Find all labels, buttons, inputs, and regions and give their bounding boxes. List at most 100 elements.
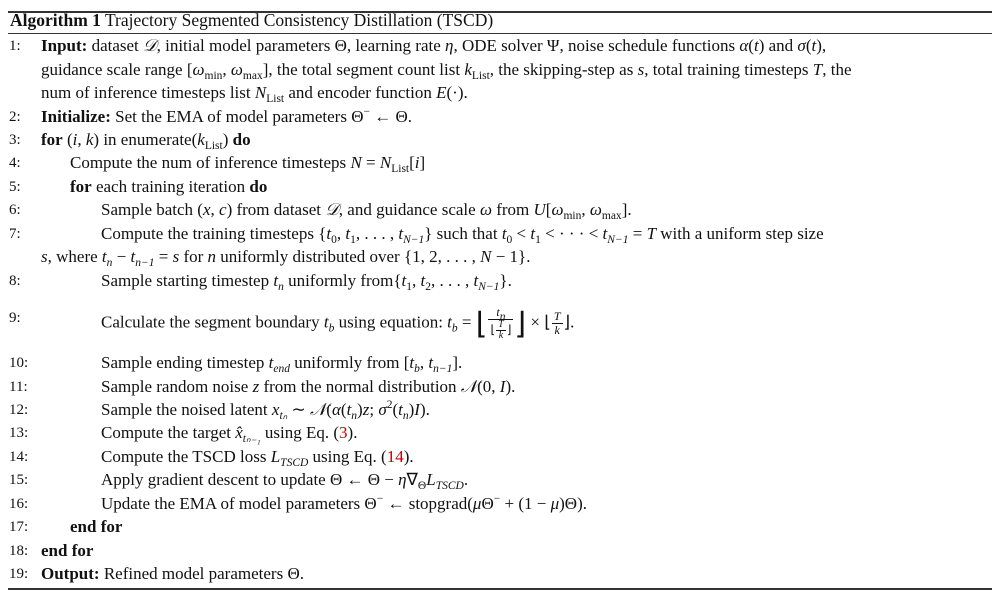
subscript: min (563, 210, 582, 222)
algorithm-line: Initialize: Set the EMA of model paramet… (41, 105, 412, 129)
subscript: 0 (506, 234, 513, 246)
subscript: TSCD (280, 457, 309, 469)
math-symbol: N (379, 153, 392, 172)
subscript: tₙ (279, 410, 288, 422)
math-symbol: z (252, 377, 260, 396)
keyword: end for (41, 541, 94, 560)
text: ⌊ (490, 322, 496, 337)
math-symbol: N (480, 247, 492, 266)
algorithm-line-continuation: guidance scale range [ωmin, ωmax], the t… (41, 58, 852, 82)
text: uniformly from [ (289, 353, 410, 372)
keyword: do (232, 130, 251, 149)
subscript: N−1 (607, 234, 629, 246)
text: = (628, 224, 647, 243)
text: − 1}. (491, 247, 531, 266)
math-symbol: t (273, 271, 279, 290)
text: using Eq. ( (260, 423, 340, 442)
floor-bracket: ⌋ (514, 307, 527, 341)
text: using Eq. ( (308, 447, 387, 466)
subscript: 1 (406, 281, 413, 293)
algorithm-caption: Algorithm 1 Trajectory Segmented Consist… (10, 10, 493, 31)
text: ]. (452, 353, 463, 372)
math-symbol: t (473, 271, 479, 290)
math-symbol: i (72, 130, 78, 149)
text: , initial model parameters Θ, learning r… (156, 36, 446, 55)
math-symbol: ω (192, 60, 205, 79)
text: Sample ending timestep (101, 353, 269, 372)
math-symbol: x̂ (235, 423, 243, 442)
text: . (463, 470, 469, 489)
subscript: 1 (535, 234, 541, 246)
line-number: 1: (9, 38, 21, 54)
algorithm-line: Sample the noised latent xtₙ ∼ 𝒩(α(tn)z;… (101, 398, 430, 422)
math-symbol: t (326, 224, 332, 243)
text: ; (369, 400, 379, 419)
subscript: end (273, 363, 290, 375)
text: , (419, 353, 429, 372)
algorithm-line: Sample ending timestep tend uniformly fr… (101, 351, 462, 375)
math-symbol: T (812, 60, 823, 79)
keyword: do (249, 177, 268, 196)
text: Compute the target (101, 423, 236, 442)
math-symbol: k (554, 323, 560, 337)
text: from the normal distribution (259, 377, 461, 396)
subscript: b (328, 322, 335, 335)
text: for (179, 247, 208, 266)
equation-ref-link[interactable]: 3 (339, 423, 348, 442)
text: ( (326, 400, 332, 419)
text: , (336, 224, 346, 243)
text: uniformly from{ (283, 271, 402, 290)
keyword: for (41, 130, 63, 149)
line-number: 4: (9, 155, 21, 171)
superscript: − (493, 493, 501, 505)
text: ) (222, 130, 233, 149)
text: ( (62, 130, 73, 149)
line-number: 7: (9, 226, 21, 242)
line-number: 17: (9, 519, 29, 535)
math-symbol: ω (230, 60, 243, 79)
text: Θ (481, 494, 494, 513)
line-number: 8: (9, 273, 21, 289)
text: , (210, 200, 220, 219)
text: ← stopgrad( (383, 494, 473, 513)
math-symbol: t (496, 305, 500, 319)
subscript: 1 (350, 234, 356, 246)
text: ). (347, 423, 358, 442)
math-symbol: t (268, 353, 274, 372)
text: ← Θ. (369, 107, 412, 126)
algorithm-line: Sample random noise z from the normal di… (101, 375, 515, 399)
text: } such that (424, 224, 502, 243)
subscript: b (451, 322, 458, 335)
text: , where (47, 247, 102, 266)
text: [ (409, 153, 415, 172)
text: ⌋. (563, 312, 575, 332)
math-symbol: 𝒟 (143, 36, 157, 55)
text: with a uniform step size (656, 224, 824, 243)
math-symbol: t (398, 224, 404, 243)
math-symbol: t (753, 36, 759, 55)
math-symbol: x (202, 200, 211, 219)
math-symbol: T (553, 309, 561, 323)
subscript: List (266, 93, 285, 105)
text: Compute the TSCD loss (101, 447, 271, 466)
text: ], the total segment count list (262, 60, 465, 79)
line-number: 3: (9, 132, 21, 148)
equation-ref-link[interactable]: 14 (386, 447, 404, 466)
math-symbol: ω (589, 200, 602, 219)
math-symbol: n (207, 247, 217, 266)
text: ) in enumerate( (93, 130, 198, 149)
keyword: for (70, 177, 92, 196)
algorithm-line: for each training iteration do (70, 175, 267, 199)
keyword: Input: (41, 36, 88, 55)
math-symbol: t (130, 247, 136, 266)
text: , . . . , (355, 224, 399, 243)
math-symbol: t (345, 224, 351, 243)
text: (0, (477, 377, 500, 396)
math-symbol: η (398, 470, 407, 489)
text: ) (357, 400, 363, 419)
text: ] (419, 153, 426, 172)
text: ∼ (287, 400, 310, 419)
algorithm-line: Compute the num of inference timesteps N… (70, 151, 425, 175)
subscript: max (242, 70, 263, 82)
text: ]. (621, 200, 632, 219)
